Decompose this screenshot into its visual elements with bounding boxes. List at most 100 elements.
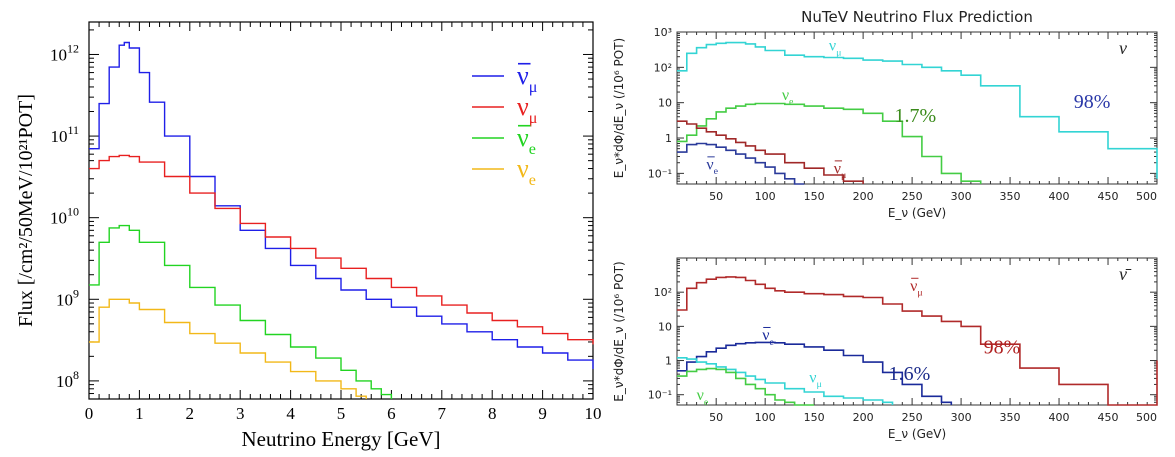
mode-label: ν (1119, 38, 1127, 58)
legend-label: νμ (517, 61, 537, 96)
x-tick-label: 0 (85, 404, 94, 423)
y-tick-exponent: 9 (73, 286, 79, 300)
series-label: νe (706, 156, 718, 177)
series-label: νe (762, 327, 774, 348)
series-label: νμ (829, 37, 842, 58)
series-line (89, 298, 367, 399)
y-tick-label: 1 (665, 355, 672, 368)
label-symbol: ν (697, 387, 704, 404)
y-tick-label: 1012 (50, 41, 79, 64)
y-tick-label: 10² (654, 286, 672, 299)
label-symbol: ν (517, 154, 529, 183)
percent-annotation: 98% (1074, 91, 1111, 113)
x-tick-label: 3 (236, 404, 245, 423)
y-tick-exponent: 11 (67, 123, 79, 137)
x-tick-label: 500 (1136, 190, 1157, 203)
label-symbol: ν (834, 160, 841, 177)
x-tick-label: 6 (387, 404, 396, 423)
series-label: νμ (910, 278, 923, 299)
x-tick-label: 250 (902, 411, 923, 424)
y-tick-mantissa: 10 (50, 127, 67, 146)
series-label-text: νe (517, 123, 536, 158)
label-symbol: ν (517, 61, 529, 90)
x-tick-label: 350 (1000, 411, 1021, 424)
label-subscript: μ (816, 379, 821, 390)
nutev-neutrino-mode-chart: NuTeV Neutrino Flux Prediction 50 100 150 20… (612, 8, 1158, 220)
label-subscript: μ (529, 110, 538, 127)
nutev-antineutrino-mode-chart: 50 100 150 200 250 300 350 400 450 500 10⁻¹ 1 10 10² ν… (612, 257, 1158, 441)
y-tick-mantissa: 10 (56, 290, 73, 309)
y-tick-label: 108 (56, 368, 79, 391)
series-label-text: νe (517, 154, 536, 189)
y-tick-mantissa: 10 (56, 372, 73, 391)
y-tick-label: 1011 (50, 123, 79, 146)
series-label-text: νμ (517, 92, 537, 127)
series-label-text: νμ (834, 160, 847, 181)
label-symbol: ν (829, 37, 836, 54)
label-symbol: ν (517, 92, 529, 121)
y-tick-label: 10⁻¹ (648, 389, 672, 402)
x-tick-label: 100 (755, 411, 776, 424)
series-label-text: νe (762, 327, 774, 348)
x-axis-title: E_ν (GeV) (888, 206, 946, 220)
label-subscript: μ (841, 170, 846, 181)
y-tick-label: 10⁻¹ (648, 167, 672, 180)
y-tick-mantissa: 10 (50, 209, 67, 228)
series-line (89, 154, 594, 345)
y-tick-mantissa: 10 (50, 45, 67, 64)
x-tick-label: 450 (1098, 411, 1119, 424)
x-axis-title: E_ν (GeV) (888, 427, 946, 441)
label-subscript: μ (529, 79, 538, 96)
series-line (677, 276, 1158, 406)
x-tick-label: 9 (538, 404, 547, 423)
x-tick-label: 7 (438, 404, 447, 423)
x-tick-label: 400 (1049, 411, 1070, 424)
percent-annotation: 98% (984, 337, 1021, 359)
label-symbol: ν (517, 123, 529, 152)
label-subscript: μ (836, 47, 841, 58)
series-line (677, 102, 982, 184)
label-symbol: ν (762, 327, 769, 344)
series-line (677, 41, 1158, 179)
label-symbol: ν (809, 369, 816, 386)
y-tick-label: 10³ (654, 26, 672, 39)
label-symbol: ν (706, 156, 713, 173)
x-tick-label: 10 (585, 404, 602, 423)
label-subscript: e (769, 337, 774, 348)
series-label-text: νe (697, 387, 709, 408)
series-line (677, 357, 894, 405)
x-tick-label: 500 (1136, 411, 1157, 424)
x-tick-label: 200 (853, 411, 874, 424)
x-tick-label: 250 (902, 190, 923, 203)
y-tick-label: 1010 (50, 205, 79, 228)
series-label: νe (782, 87, 794, 108)
y-tick-label: 1 (665, 132, 672, 145)
x-tick-label: 150 (804, 190, 825, 203)
series-label: νμ (809, 369, 822, 390)
label-subscript: e (714, 166, 719, 177)
y-tick-exponent: 10 (67, 205, 79, 219)
x-tick-label: 150 (804, 411, 825, 424)
series-line (89, 224, 393, 399)
x-tick-label: 300 (951, 190, 972, 203)
series-label-text: νe (706, 156, 718, 177)
x-tick-label: 100 (755, 190, 776, 203)
series-line (677, 142, 805, 185)
series-label: νμ (834, 160, 847, 181)
y-axis-title: E_ν*dΦ/dE_ν (/10⁶ POT) (612, 261, 626, 401)
x-tick-label: 50 (709, 190, 723, 203)
legend-label: νe (517, 154, 536, 189)
label-symbol: ν (910, 278, 917, 295)
y-axis-title: Flux [/cm²/50MeV/10²¹POT] (15, 94, 37, 327)
series-label-text: νμ (910, 278, 923, 299)
legend-label: νμ (517, 92, 537, 127)
x-tick-label: 450 (1098, 190, 1119, 203)
x-tick-label: 50 (709, 411, 723, 424)
series-label-text: νμ (829, 37, 842, 58)
series-label-text: νe (782, 87, 794, 108)
label-symbol: ν (782, 87, 789, 104)
x-tick-label: 350 (1000, 190, 1021, 203)
y-tick-label: 10 (658, 97, 672, 110)
percent-annotation: 1.7% (894, 105, 936, 127)
y-tick-label: 10² (654, 61, 672, 74)
